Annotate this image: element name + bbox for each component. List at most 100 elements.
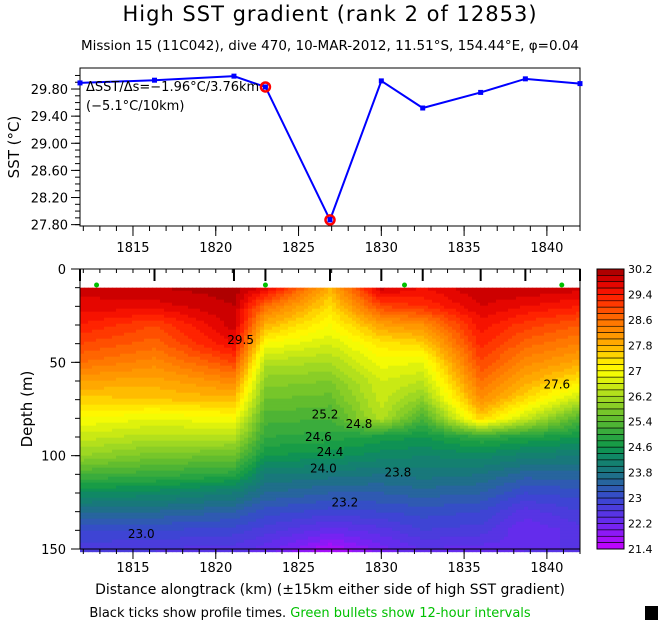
heatmap-cell [228,369,233,373]
heatmap-cell [284,516,289,520]
heatmap-cell [104,459,109,463]
heatmap-cell [236,384,241,388]
heatmap-cell [104,402,109,406]
heatmap-cell [204,489,209,493]
heatmap-cell [212,480,217,484]
heatmap-cell [232,531,237,535]
heatmap-cell [168,321,173,325]
heatmap-cell [188,483,193,487]
heatmap-cell [124,363,129,367]
heatmap-cell [184,483,189,487]
heatmap-cell [272,498,277,502]
heatmap-cell [192,480,197,484]
heatmap-cell [200,477,205,481]
heatmap-cell [260,336,265,340]
heatmap-cell [208,513,213,517]
heatmap-cell [216,324,221,328]
heatmap-cell [120,495,125,499]
heatmap-cell [108,408,113,412]
heatmap-cell [236,459,241,463]
heatmap-cell [92,426,97,430]
heatmap-cell [216,459,221,463]
heatmap-cell [192,339,197,343]
heatmap-cell [272,477,277,481]
heatmap-cell [268,402,273,406]
heatmap-cell [260,384,265,388]
heatmap-cell [240,483,245,487]
heatmap-cell [124,465,129,469]
heatmap-cell [264,324,269,328]
heatmap-cell [232,306,237,310]
heatmap-cell [276,399,281,403]
heatmap-cell [108,303,113,307]
heatmap-cell [208,390,213,394]
heatmap-cell [140,507,145,511]
heatmap-cell [208,540,213,544]
heatmap-cell [212,534,217,538]
heatmap-cell [112,450,117,454]
heatmap-cell [132,429,137,433]
heatmap-cell [288,297,293,301]
heatmap-cell [84,381,89,385]
heatmap-cell [180,525,185,529]
heatmap-cell [240,399,245,403]
heatmap-cell [108,402,113,406]
heatmap-cell [212,372,217,376]
heatmap-cell [224,519,229,523]
heatmap-cell [188,408,193,412]
heatmap-cell [188,543,193,547]
heatmap-cell [268,426,273,430]
heatmap-cell [224,501,229,505]
heatmap-cell [220,534,225,538]
heatmap-cell [112,459,117,463]
heatmap-cell [284,465,289,469]
heatmap-cell [212,432,217,436]
heatmap-cell [264,540,269,544]
heatmap-cell [268,420,273,424]
heatmap-cell [104,534,109,538]
heatmap-cell [196,507,201,511]
heatmap-cell [200,435,205,439]
heatmap-cell [276,348,281,352]
heatmap-cell [292,339,297,343]
heatmap-cell [148,369,153,373]
heatmap-cell [232,438,237,442]
heatmap-cell [80,291,85,295]
heatmap-cell [292,489,297,493]
heatmap-cell [292,321,297,325]
heatmap-cell [108,480,113,484]
heatmap-cell [256,372,261,376]
heatmap-cell [192,477,197,481]
heatmap-cell [264,360,269,364]
heatmap-cell [80,486,85,490]
heatmap-cell [112,462,117,466]
heatmap-cell [264,318,269,322]
heatmap-cell [280,378,285,382]
heatmap-cell [240,369,245,373]
heatmap-cell [120,336,125,340]
heatmap-cell [228,483,233,487]
heatmap-cell [268,543,273,547]
heatmap-cell [124,483,129,487]
heatmap-cell [104,438,109,442]
heatmap-cell [172,303,177,307]
heatmap-cell [116,414,121,418]
heatmap-cell [272,510,277,513]
heatmap-cell [92,342,97,346]
heatmap-cell [192,396,197,400]
heatmap-cell [176,471,181,475]
heatmap-cell [96,540,101,544]
heatmap-cell [244,471,249,475]
heatmap-cell [236,393,241,397]
heatmap-cell [108,504,113,508]
heatmap-cell [292,435,297,439]
heatmap-cell [184,543,189,547]
heatmap-cell [252,507,257,511]
heatmap-cell [156,420,161,424]
heatmap-cell [128,351,133,355]
heatmap-cell [272,450,277,454]
heatmap-cell [164,324,169,328]
heatmap-cell [252,540,257,544]
heatmap-cell [180,465,185,469]
heatmap-cell [288,414,293,418]
